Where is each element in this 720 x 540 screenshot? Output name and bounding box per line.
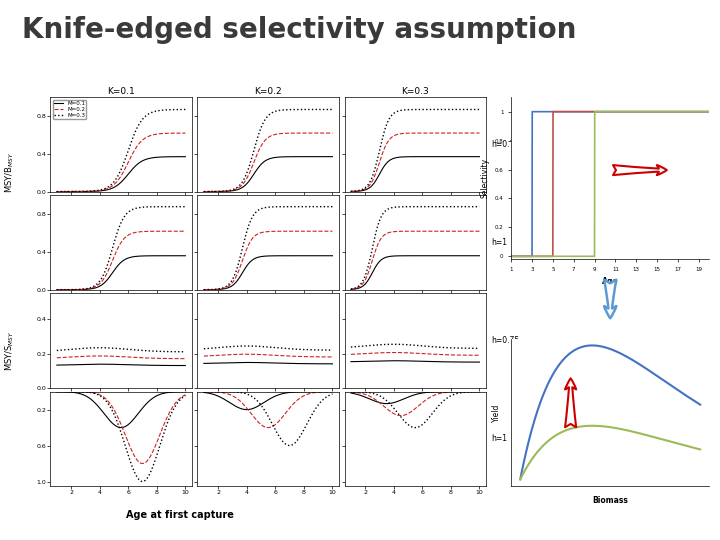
Title: K=0.1: K=0.1 (107, 87, 135, 97)
Text: Knife-edged selectivity assumption: Knife-edged selectivity assumption (22, 16, 576, 44)
Y-axis label: Selectivity: Selectivity (480, 158, 490, 198)
Text: h=0.75: h=0.75 (492, 140, 520, 149)
Text: h=1: h=1 (492, 238, 508, 247)
Title: K=0.2: K=0.2 (254, 87, 282, 97)
X-axis label: Biomass: Biomass (593, 496, 628, 505)
Y-axis label: Yield: Yield (492, 403, 501, 422)
Text: Age at first capture: Age at first capture (126, 510, 234, 521)
Text: MSY/B$_{MSY}$: MSY/B$_{MSY}$ (4, 152, 16, 193)
Text: h=0.75: h=0.75 (492, 336, 520, 345)
Title: K=0.3: K=0.3 (401, 87, 429, 97)
Text: MSY/S$_{MSY}$: MSY/S$_{MSY}$ (4, 330, 16, 372)
Text: h=1: h=1 (492, 434, 508, 443)
X-axis label: Age: Age (602, 278, 618, 286)
Legend: M=0.1, M=0.2, M=0.3: M=0.1, M=0.2, M=0.3 (53, 100, 86, 119)
